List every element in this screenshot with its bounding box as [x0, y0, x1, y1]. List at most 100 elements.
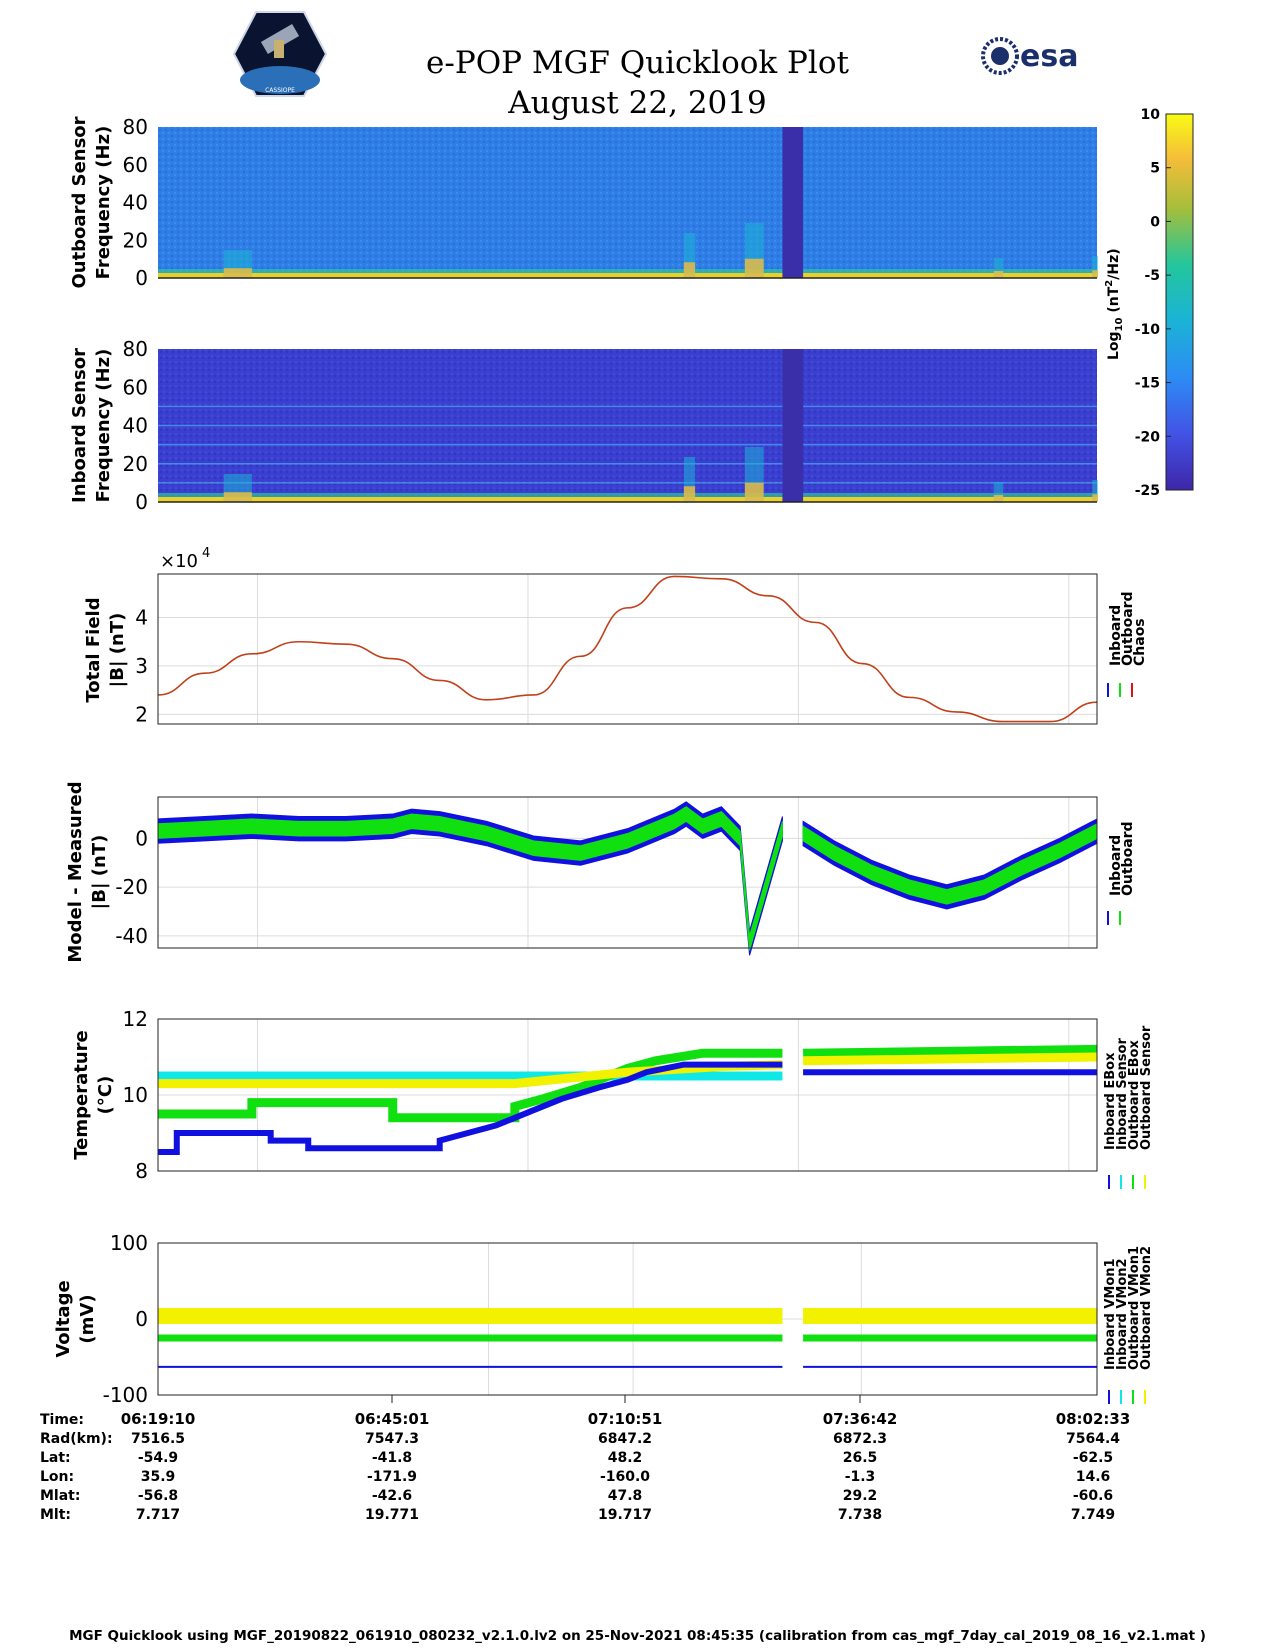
orbit-cell: 06:19:10	[121, 1410, 196, 1428]
inboard-spectrogram-ylabel: Inboard Sensor Frequency (Hz)	[69, 348, 114, 503]
outboard-spectrogram-low-band	[158, 273, 1097, 278]
y-tick-label: 0	[135, 826, 148, 850]
legend-text: Inboard EBox	[1103, 1052, 1118, 1150]
y-tick-label: 40	[123, 191, 148, 215]
colorbar-label: Log10 (nT2/Hz)	[1104, 248, 1125, 360]
y-tick-label: -100	[103, 1383, 148, 1407]
residual-ylabel: Model - Measured |B| (nT)	[65, 781, 110, 962]
legend-text: Outboard VMon1	[1127, 1246, 1142, 1370]
temperature-frame	[157, 1018, 1098, 1172]
emission-burst	[683, 457, 696, 502]
y-tick-label: -20	[115, 875, 148, 899]
legend-label: Outboard	[1120, 591, 1136, 666]
legend-text: Inboard Sensor	[1115, 1038, 1130, 1150]
orbit-cell: -42.6	[372, 1488, 412, 1504]
inboard-spectrogram-low-band-edge	[158, 493, 1097, 497]
ylabel-line: Frequency (Hz)	[93, 349, 114, 503]
emission-burst-core	[683, 262, 696, 278]
y-tick-label: 20	[123, 452, 148, 476]
colorbar-label-part: 10	[1114, 317, 1125, 331]
orbit-cell: -56.8	[138, 1488, 178, 1504]
legend-label: Inboard VMon1	[1103, 1258, 1118, 1370]
emission-burst-core	[1092, 270, 1098, 278]
emission-burst	[993, 482, 1004, 502]
ylabel-line: (°C)	[95, 1076, 116, 1115]
residual-frame	[157, 796, 1098, 949]
legend-label: Outboard VMon1	[1127, 1246, 1142, 1370]
y-tick-label: 12	[123, 1007, 148, 1031]
orbit-cell: 07:36:42	[823, 1410, 898, 1428]
legend-label: Inboard VMon2	[1115, 1258, 1130, 1370]
y-tick-label: 100	[110, 1231, 148, 1255]
legend-label: Outboard VMon2	[1139, 1246, 1154, 1370]
outboard-spectrogram-background	[158, 127, 1097, 278]
y-tick-label: 3	[135, 654, 148, 678]
y-tick-label: 8	[135, 1159, 148, 1183]
temperature-line-outboard-ebox	[803, 1044, 1098, 1058]
orbit-row-label: Rad(km):	[40, 1431, 113, 1447]
orbit-cell: -54.9	[138, 1450, 178, 1466]
orbit-cell: 47.8	[608, 1488, 643, 1504]
emission-burst-core	[744, 258, 764, 278]
total-field-ylabel: Total Field |B| (nT)	[83, 597, 128, 702]
emission-burst-core	[683, 486, 696, 502]
outboard-spectrogram-data-gap	[782, 127, 804, 278]
inboard-spectrogram-low-band	[158, 497, 1097, 502]
colorbar-label-text: Log10 (nT2/Hz)	[1104, 248, 1125, 360]
orbit-row-label: Time:	[40, 1412, 84, 1428]
axis-exponent: 4	[202, 546, 210, 561]
y-tick-label: 80	[123, 115, 148, 139]
outboard-spectrogram-low-band-edge	[158, 269, 1097, 273]
ylabel-line: Model - Measured	[65, 781, 86, 962]
orbit-row-label: Lat:	[40, 1450, 71, 1466]
orbit-cell: -171.9	[367, 1469, 417, 1485]
emission-burst-core	[1092, 494, 1098, 502]
y-tick-label: 2	[135, 702, 148, 726]
y-tick-label: 60	[123, 153, 148, 177]
y-tick-label: 4	[135, 606, 148, 630]
legend-text: Inboard VMon1	[1103, 1258, 1118, 1370]
emission-burst	[993, 258, 1004, 278]
y-tick-label: 40	[123, 414, 148, 438]
orbit-cell: 7516.5	[131, 1431, 185, 1447]
orbit-cell: 6872.3	[833, 1431, 887, 1447]
colorbar-tick-label: -25	[1135, 483, 1160, 499]
legend-label: Inboard	[1108, 605, 1124, 666]
outboard-residual-band	[157, 806, 783, 951]
legend-text: Outboard	[1120, 591, 1136, 666]
colorbar-tick-label: -10	[1135, 322, 1161, 338]
colorbar-tick-label: -20	[1135, 429, 1161, 445]
inboard-spectrogram-data-gap	[782, 349, 804, 502]
orbit-cell: 48.2	[608, 1450, 643, 1466]
y-tick-label: 80	[123, 337, 148, 361]
total-field-line	[157, 575, 1098, 723]
emission-burst-core	[223, 268, 252, 278]
legend-text: Inboard	[1108, 835, 1124, 896]
orbit-cell: -1.3	[845, 1469, 876, 1485]
ylabel-line: Frequency (Hz)	[93, 126, 114, 280]
y-tick-label: 60	[123, 375, 148, 399]
voltage-frame	[157, 1242, 1098, 1396]
y-tick-label: 10	[123, 1083, 148, 1107]
esa-logo-text: esa	[1020, 39, 1078, 74]
orbit-cell: 35.9	[141, 1469, 176, 1485]
legend-text: Outboard VMon2	[1139, 1246, 1154, 1370]
orbit-row-label: Mlat:	[40, 1488, 80, 1504]
orbit-cell: 14.6	[1076, 1469, 1111, 1485]
orbit-cell: -60.6	[1073, 1488, 1113, 1504]
orbit-cell: 08:02:33	[1056, 1410, 1131, 1428]
colorbar	[1165, 113, 1194, 491]
total-field-frame	[157, 573, 1098, 725]
orbit-cell: 19.771	[365, 1507, 419, 1523]
colorbar-label-part: (nT	[1106, 286, 1122, 317]
orbit-cell: 29.2	[843, 1488, 878, 1504]
orbit-cell: 06:45:01	[355, 1410, 430, 1428]
emission-burst	[683, 233, 696, 278]
voltage-ylabel: Voltage (mV)	[53, 1280, 98, 1357]
emission-burst-core	[993, 495, 1004, 502]
orbit-cell: 7.717	[136, 1507, 180, 1523]
orbit-row-label: Mlt:	[40, 1507, 71, 1523]
emission-burst	[1092, 256, 1098, 278]
ylabel-line: Temperature	[71, 1030, 92, 1159]
cassiope-logo: CASSIOPE	[232, 11, 328, 97]
